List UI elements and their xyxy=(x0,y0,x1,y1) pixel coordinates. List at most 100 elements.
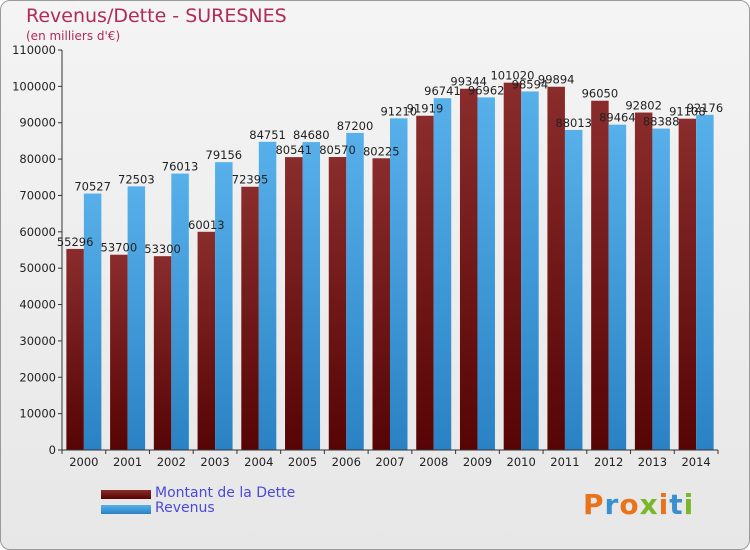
bar-label-revenue: 84751 xyxy=(249,128,286,142)
bars-group xyxy=(66,82,714,451)
x-tick-label: 2008 xyxy=(419,455,448,469)
x-tick-label: 2002 xyxy=(157,455,186,469)
y-tick-label: 30000 xyxy=(19,334,56,348)
bar-revenue xyxy=(127,186,146,450)
bar-label-debt: 72395 xyxy=(232,173,269,187)
bar-label-debt: 80570 xyxy=(319,143,356,157)
bar-label-debt: 91108 xyxy=(669,105,706,119)
x-tick-label: 2011 xyxy=(550,455,579,469)
bar-revenue xyxy=(696,114,714,450)
bar-label-revenue: 88388 xyxy=(643,115,680,129)
y-tick-label: 80000 xyxy=(19,152,56,166)
bar-label-debt: 99344 xyxy=(450,75,487,89)
bar-label-debt: 60013 xyxy=(188,218,225,232)
legend-swatch-revenue xyxy=(101,505,151,514)
bar-label-debt: 53700 xyxy=(101,241,138,255)
x-tick-label: 2014 xyxy=(681,455,710,469)
bar-label-revenue: 70527 xyxy=(74,180,111,194)
x-tick-label: 2007 xyxy=(375,455,404,469)
y-tick-label: 50000 xyxy=(19,261,56,275)
bar-revenue xyxy=(346,132,364,450)
logo-letter: t xyxy=(669,488,684,521)
y-tick-label: 0 xyxy=(49,443,56,457)
bar-revenue xyxy=(521,91,539,450)
bar-label-revenue: 72503 xyxy=(118,172,155,186)
y-tick-label: 20000 xyxy=(19,370,56,384)
bar-revenue xyxy=(477,97,495,450)
y-tick-label: 10000 xyxy=(19,407,56,421)
bar-label-revenue: 96962 xyxy=(468,83,505,97)
y-tick-label: 40000 xyxy=(19,298,56,312)
bar-debt xyxy=(459,88,478,451)
bar-label-revenue: 89464 xyxy=(599,111,636,125)
proxiti-logo: Proxiti xyxy=(583,488,694,521)
bar-revenue xyxy=(171,173,189,450)
bar-label-revenue: 87200 xyxy=(337,119,374,133)
bar-revenue xyxy=(302,142,321,450)
bar-label-revenue: 88013 xyxy=(555,116,592,130)
bar-debt xyxy=(503,82,522,451)
x-tick-label: 2005 xyxy=(288,455,317,469)
bar-label-debt: 80225 xyxy=(363,144,400,158)
bar-revenue xyxy=(83,193,102,450)
bar-label-debt: 99894 xyxy=(538,73,575,87)
bar-revenue xyxy=(258,141,277,450)
logo-letter: x xyxy=(639,488,659,521)
bar-label-revenue: 91210 xyxy=(380,104,417,118)
bar-debt xyxy=(110,254,128,450)
bar-label-debt: 55296 xyxy=(57,235,94,249)
bar-debt xyxy=(153,256,172,450)
logo-letter: o xyxy=(619,488,640,521)
bar-revenue xyxy=(215,162,233,450)
bar-label-revenue: 84680 xyxy=(293,128,330,142)
logo-letter: P xyxy=(583,488,605,521)
logo-letter: i xyxy=(683,488,695,521)
bar-label-debt: 80541 xyxy=(275,143,312,157)
x-tick-label: 2009 xyxy=(463,455,492,469)
x-tick-label: 2010 xyxy=(507,455,536,469)
bar-revenue xyxy=(433,98,452,451)
bar-debt xyxy=(678,118,697,450)
bar-debt xyxy=(591,100,609,451)
bar-label-debt: 96050 xyxy=(582,87,619,101)
bar-label-debt: 92802 xyxy=(625,99,662,113)
bar-label-debt: 91919 xyxy=(407,102,444,116)
chart-title: Revenus/Dette - SURESNES xyxy=(26,5,287,27)
bar-debt xyxy=(66,248,84,450)
bar-label-revenue: 92176 xyxy=(687,101,724,115)
x-tick-label: 2004 xyxy=(244,455,273,469)
x-tick-label: 2013 xyxy=(638,455,667,469)
logo-letter: r xyxy=(604,488,620,521)
legend-label-debt: Montant de la Dette xyxy=(155,485,296,501)
bar-label-revenue: 96741 xyxy=(424,84,461,98)
y-axis: 0 10000 20000 30000 40000 50000 60000 70000 8000… xyxy=(12,43,63,457)
proxiti-logo-text: Proxiti xyxy=(583,488,694,521)
bar-debt xyxy=(416,115,434,451)
legend-swatch-debt xyxy=(101,490,151,499)
y-tick-label: 100000 xyxy=(12,79,56,93)
logo-letter: i xyxy=(658,488,670,521)
x-tick-label: 2001 xyxy=(113,455,142,469)
bar-label-revenue: 79156 xyxy=(206,148,243,162)
legend-label-revenue: Revenus xyxy=(155,500,215,516)
bar-label-revenue: 76013 xyxy=(162,160,199,174)
bar-debt xyxy=(241,186,259,450)
bar-debt xyxy=(547,86,565,451)
x-tick-label: 2012 xyxy=(594,455,623,469)
y-tick-label: 90000 xyxy=(19,116,56,130)
bar-debt xyxy=(285,157,303,450)
bar-debt xyxy=(328,157,347,450)
bar-debt xyxy=(634,112,653,451)
bar-label-debt: 101020 xyxy=(490,69,534,83)
x-tick-label: 2000 xyxy=(69,455,98,469)
bar-revenue xyxy=(390,118,408,450)
x-tick-label: 2003 xyxy=(200,455,229,469)
bar-debt xyxy=(197,231,216,450)
y-tick-label: 110000 xyxy=(12,43,56,57)
bar-label-debt: 53300 xyxy=(144,242,181,256)
y-tick-label: 60000 xyxy=(19,225,56,239)
x-tick-label: 2006 xyxy=(332,455,361,469)
bar-label-revenue: 98594 xyxy=(512,77,549,91)
y-tick-label: 70000 xyxy=(19,188,56,202)
